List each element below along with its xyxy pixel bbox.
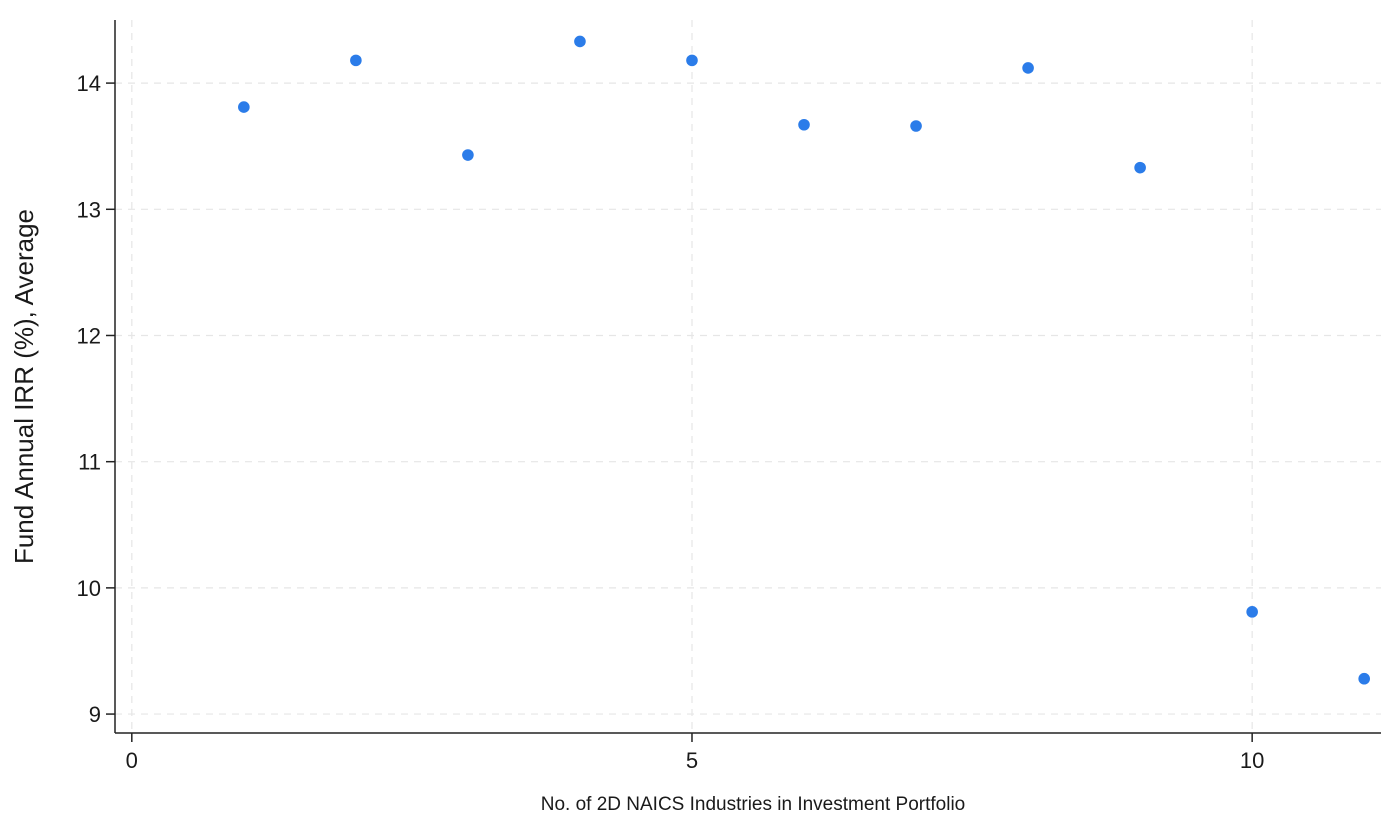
data-points — [238, 35, 1370, 685]
data-point — [574, 35, 586, 48]
data-point — [350, 54, 362, 67]
y-tick-label: 11 — [78, 450, 101, 475]
y-tick-label: 10 — [77, 576, 101, 601]
y-tick-label: 12 — [77, 323, 101, 348]
tick-marks: 9 10 11 12 13 14 0 5 10 — [77, 71, 1265, 773]
y-tick-label: 13 — [77, 197, 101, 222]
grid-lines — [115, 20, 1381, 733]
x-axis-title: No. of 2D NAICS Industries in Investment… — [541, 794, 966, 815]
data-point — [910, 120, 922, 132]
data-point — [686, 54, 698, 67]
data-point — [462, 149, 474, 161]
x-tick-label: 10 — [1240, 748, 1264, 773]
y-tick-label: 9 — [89, 702, 101, 727]
x-tick-label: 0 — [126, 748, 138, 773]
data-point — [238, 101, 250, 113]
data-point — [1246, 606, 1258, 618]
data-point — [798, 118, 810, 131]
y-tick-label: 14 — [77, 71, 101, 96]
data-point — [1358, 672, 1370, 685]
data-point — [1022, 62, 1034, 74]
y-axis-title: Fund Annual IRR (%), Average — [9, 209, 39, 564]
data-point — [1134, 161, 1146, 174]
x-tick-label: 5 — [686, 748, 698, 773]
axes — [114, 20, 1381, 734]
